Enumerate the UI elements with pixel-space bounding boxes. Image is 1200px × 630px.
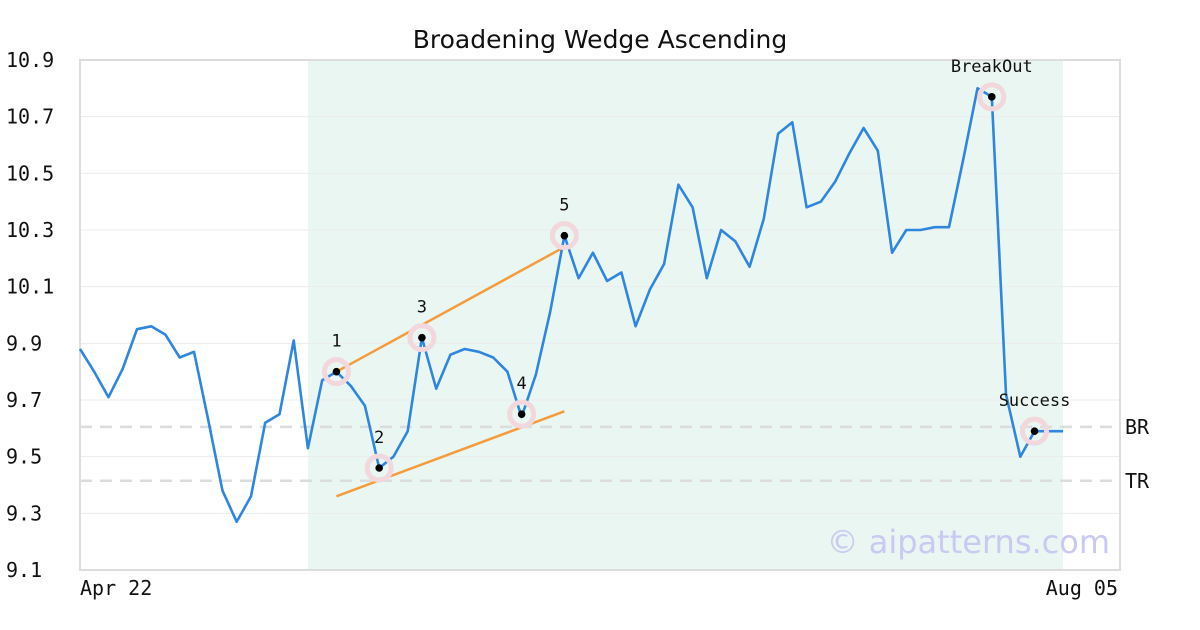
wedge-trendline [335,245,565,373]
marker-dot-2 [375,464,383,472]
marker-ring-4 [507,399,537,429]
marker-label-breakout: BreakOut [951,57,1033,77]
pattern-markers: 1 2 3 4 5 BreakOut Success [321,57,1071,483]
y-tick-label: 10.9 [6,48,54,72]
marker-ring-1 [321,357,351,387]
highlight-region [307,60,1064,570]
y-axis-ticks: 9.1 9.3 9.5 9.7 9.9 10.1 10.3 10.5 10.7 10.9 [6,48,54,582]
marker-dot-breakout [987,93,996,101]
marker-ring-breakout [977,82,1007,112]
marker-ring-5 [549,221,579,251]
y-tick-label: 9.5 [6,445,42,469]
marker-dot-1 [332,367,341,376]
reference-lines: BR TR [80,415,1150,493]
y-tick-label: 9.1 [6,558,42,582]
grid [80,59,1120,571]
reference-label-tr: TR [1125,469,1150,493]
marker-label-3: 3 [417,298,427,318]
reference-label-br: BR [1125,415,1150,439]
y-tick-label: 10.5 [6,161,54,185]
marker-ring-3 [407,323,437,353]
pattern-highlight [307,60,1064,570]
y-tick-label: 9.9 [6,331,42,355]
y-tick-label: 9.3 [6,501,42,525]
chart-title: Broadening Wedge Ascending [413,25,788,54]
marker-label-1: 1 [331,332,341,352]
x-tick-label-start: Apr 22 [80,576,152,600]
marker-dot-success [1030,427,1039,435]
marker-label-2: 2 [374,428,384,448]
price-series-line [78,87,1063,524]
marker-label-success: Success [999,391,1071,411]
x-tick-label-end: Aug 05 [1046,576,1118,600]
watermark: © aipatterns.com [827,523,1110,561]
y-tick-label: 10.1 [6,275,54,299]
marker-dot-5 [560,231,569,240]
marker-ring-success [1020,416,1050,446]
marker-ring-2 [364,453,394,483]
marker-dot-3 [418,333,426,342]
marker-label-4: 4 [517,374,527,394]
plot-frame [79,59,1121,571]
y-tick-label: 10.7 [6,105,54,129]
y-tick-label: 10.3 [6,218,54,242]
marker-dot-4 [517,410,526,418]
marker-label-5: 5 [559,196,569,216]
y-tick-label: 9.7 [6,388,42,412]
